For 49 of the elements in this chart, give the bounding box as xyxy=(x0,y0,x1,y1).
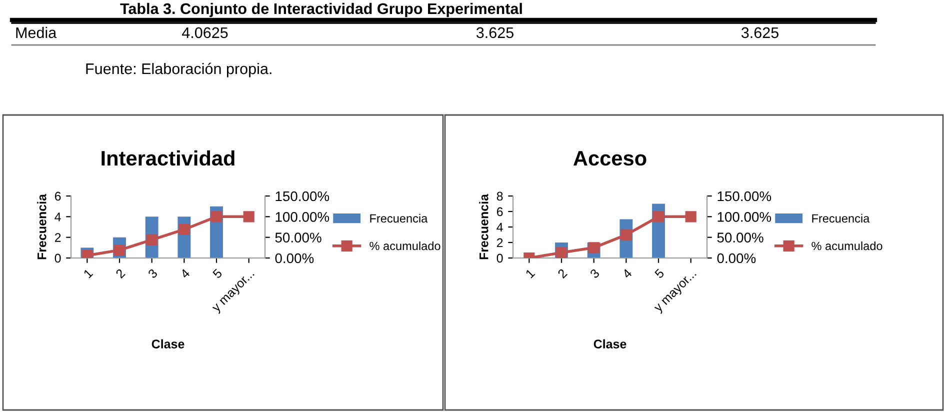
legend-label: Frecuencia xyxy=(370,214,428,223)
y2-tick-label: 0.00% xyxy=(275,253,314,264)
text: Media xyxy=(16,26,57,38)
y-tick-label: 0 xyxy=(496,254,503,263)
y2-tick-label: 100.00% xyxy=(276,212,330,222)
y2-tick-label: 150.00% xyxy=(718,191,772,202)
y-tick-label: 8 xyxy=(496,192,503,201)
point xyxy=(178,224,190,236)
x-tick-label: 3 xyxy=(589,268,600,279)
text: 3.625 xyxy=(476,27,514,38)
y2-tick-label: 0.00% xyxy=(717,253,756,264)
point xyxy=(243,211,254,222)
y-tick-label: 0 xyxy=(54,254,61,263)
y2-tick-label: 50.00% xyxy=(275,232,322,243)
x-tick-label: 4 xyxy=(622,268,632,279)
point xyxy=(652,211,664,222)
x-tick-label: 1 xyxy=(525,268,536,278)
y-tick-label: 2 xyxy=(496,238,503,248)
chart-title: Interactividad xyxy=(102,150,234,166)
legend-label: Frecuencia xyxy=(812,214,870,223)
x-axis-title: Clase xyxy=(152,339,184,348)
x-tick-label: 2 xyxy=(557,268,568,279)
y-tick-label: 6 xyxy=(496,207,503,216)
legend-label: % acumulado xyxy=(812,241,882,250)
x-axis-title: Clase xyxy=(594,339,626,348)
y-tick-label: 6 xyxy=(54,192,61,201)
legend-label: % acumulado xyxy=(370,241,440,250)
point xyxy=(556,247,568,258)
x-tick-label: 3 xyxy=(147,268,158,279)
y-tick-label: 4 xyxy=(496,222,503,232)
x-tick-label: 2 xyxy=(115,268,126,279)
y-axis-title: Frecuencia xyxy=(37,194,46,260)
y2-tick-label: 50.00% xyxy=(717,232,764,243)
x-tick-label: 5 xyxy=(212,268,223,279)
x-tick-label: 5 xyxy=(654,268,665,279)
y2-tick-label: 100.00% xyxy=(718,212,772,222)
text: 3.625 xyxy=(741,27,778,38)
chart-title: Acceso xyxy=(573,151,646,166)
x-tick-label: 4 xyxy=(180,268,190,279)
x-tick-label: 1 xyxy=(83,268,94,278)
text: Tabla 3. Conjunto de Interactividad Grupo Experimental xyxy=(120,2,522,18)
y-tick-label: 2 xyxy=(54,233,61,242)
y-axis-title: Frecuencia xyxy=(479,194,488,260)
y-tick-label: 4 xyxy=(54,212,61,222)
y2-tick-label: 150.00% xyxy=(276,191,330,202)
point xyxy=(685,211,696,222)
point xyxy=(210,211,222,222)
text: 4.0625 xyxy=(182,27,228,38)
source-note: Fuente: Elaboración propia. xyxy=(86,62,272,78)
